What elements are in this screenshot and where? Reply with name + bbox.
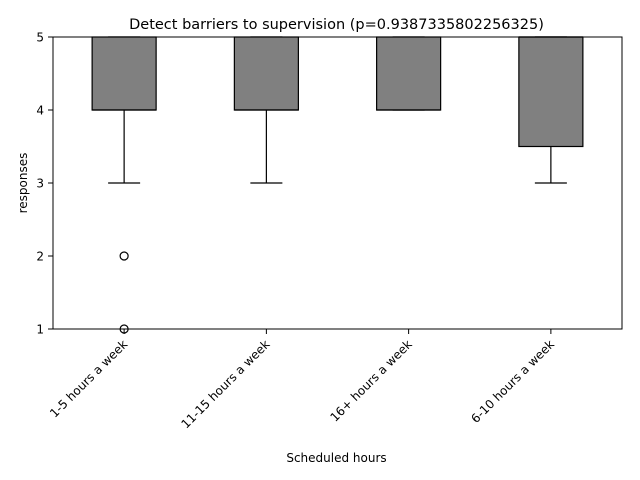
x-tick-label-1: 1-5 hours a week [47,337,130,420]
box-1-outlier-1 [119,251,129,261]
y-tick-label-1: 1 [36,323,44,337]
x-tick-label-3: 16+ hours a week [327,337,414,424]
box-marks-group [91,36,584,334]
y-tick-label-4: 4 [36,104,44,118]
y-tick-label-3: 3 [36,177,44,191]
box-4 [518,36,584,184]
x-tick-label-2: 11-15 hours a week [178,337,272,431]
y-axis-label: responses [16,153,30,214]
box-3-body [376,36,442,111]
box-1-body [91,36,157,111]
box-3 [376,36,442,111]
y-tick-label-2: 2 [36,250,44,264]
box-2-body [233,36,299,111]
box-1 [91,36,157,334]
x-tick-label-4: 6-10 hours a week [468,337,557,426]
chart-title: Detect barriers to supervision (p=0.9387… [129,17,544,33]
y-tick-label-5: 5 [36,31,44,45]
box-4-body [518,36,584,148]
box-2 [233,36,299,184]
x-axis-label: Scheduled hours [286,451,386,465]
